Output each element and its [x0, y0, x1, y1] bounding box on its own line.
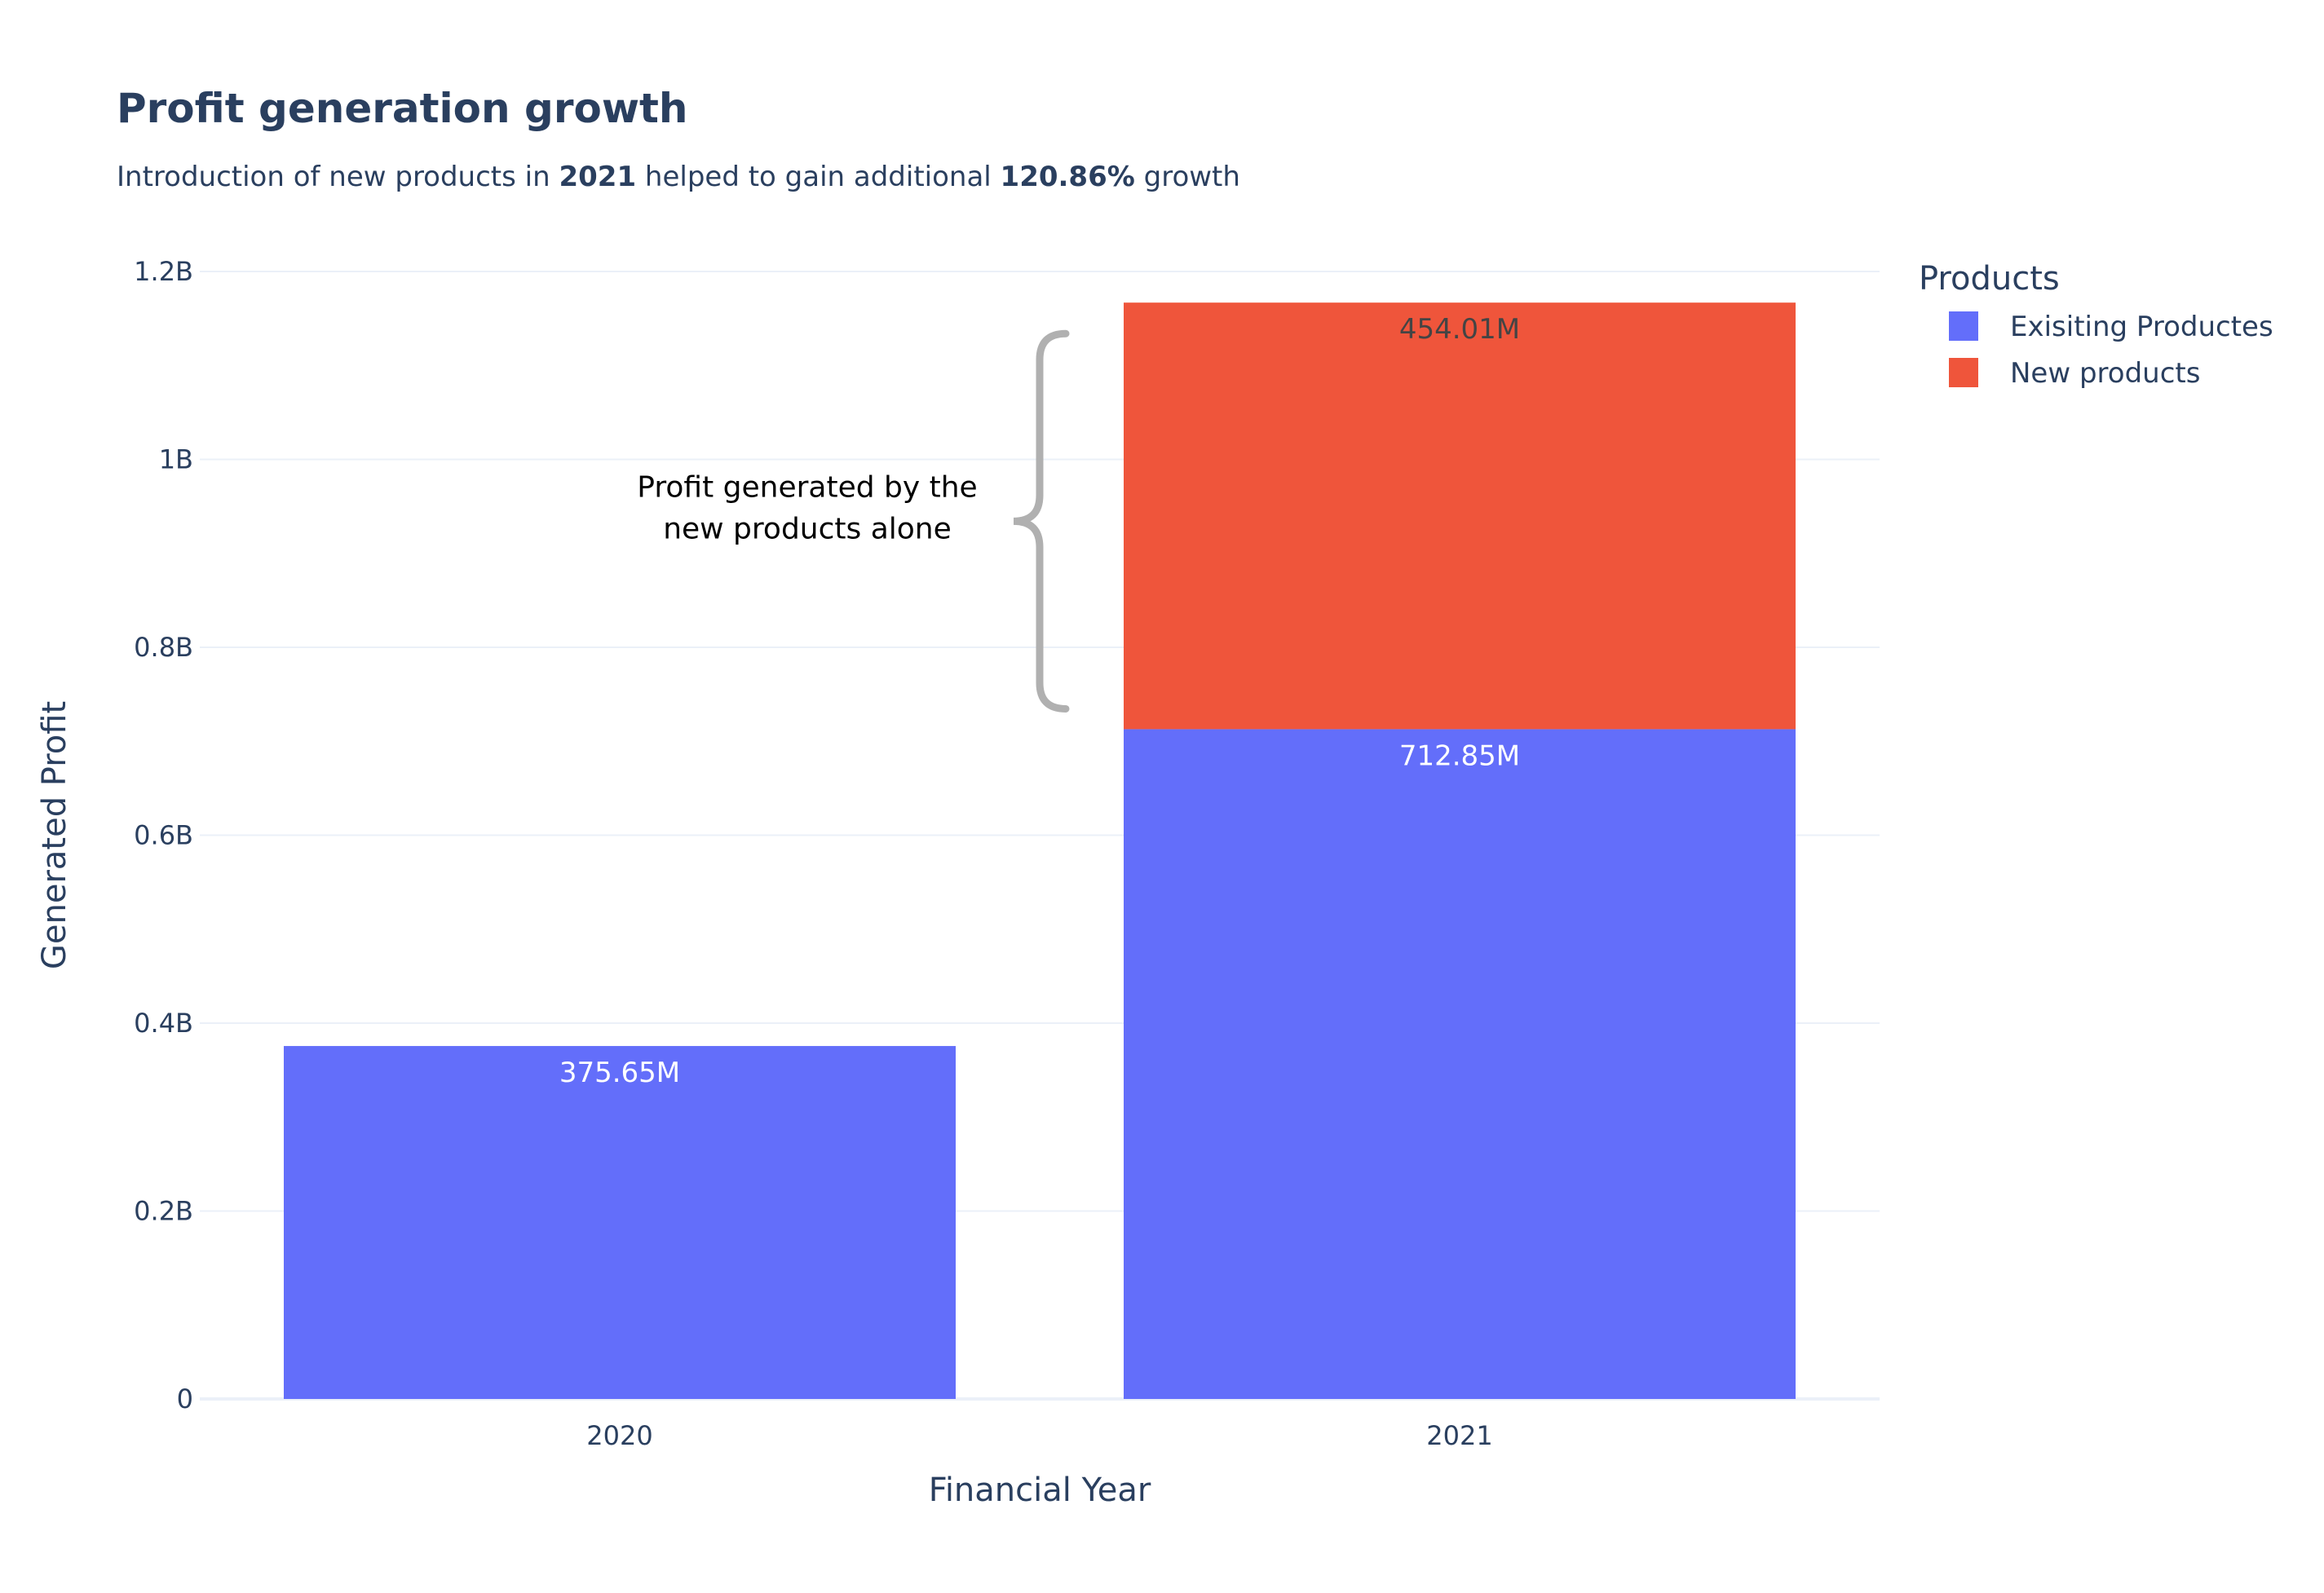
- bar-layer: [284, 302, 1796, 1399]
- legend-swatch: [1949, 358, 1978, 387]
- subtitle-part: 120.86%: [1001, 161, 1135, 193]
- legend: Products Exisiting Productes New products: [1919, 260, 2273, 390]
- bar-exisiting-productes-2021[interactable]: [1124, 729, 1796, 1399]
- annotation-text-line: Profit generated by the: [637, 470, 977, 504]
- subtitle-part: Introduction of new products in: [117, 161, 559, 193]
- y-tick-label: 0.2B: [134, 1196, 193, 1227]
- bar-data-label: 375.65M: [559, 1057, 680, 1089]
- y-axis-title: Generated Profit: [36, 701, 73, 969]
- bar-new-products-2021[interactable]: [1124, 302, 1796, 730]
- legend-label: Exisiting Productes: [2010, 311, 2273, 343]
- annotation-text-line: new products alone: [663, 512, 952, 545]
- annotation-bracket: [1013, 329, 1070, 713]
- x-tick-label: 2021: [1426, 1420, 1492, 1451]
- legend-item-new-products[interactable]: New products: [1949, 357, 2200, 390]
- legend-label: New products: [2010, 357, 2200, 390]
- x-axis-title: Financial Year: [929, 1472, 1151, 1509]
- chart-subtitle: Introduction of new products in 2021 hel…: [117, 161, 1240, 193]
- title-layer: Profit generation growth Introduction of…: [117, 85, 1240, 193]
- y-tick-label: 0: [177, 1383, 193, 1414]
- y-tick-label: 0.4B: [134, 1008, 193, 1039]
- bar-exisiting-productes-2020[interactable]: [284, 1046, 956, 1399]
- subtitle-part: helped to gain additional: [636, 161, 1000, 193]
- x-tick-label: 2020: [586, 1420, 652, 1451]
- bar-data-label: 712.85M: [1399, 739, 1520, 772]
- bar-data-label: 454.01M: [1399, 313, 1520, 346]
- axis-layer: 0 0.2B 0.4B 0.6B 0.8B 1B 1.2B 2020 2021 Financial…: [36, 256, 1493, 1509]
- y-tick-label: 1.2B: [134, 256, 193, 287]
- chart-title: Profit generation growth: [117, 85, 688, 132]
- y-tick-label: 0.8B: [134, 632, 193, 663]
- data-label-layer: 375.65M 712.85M 454.01M: [559, 313, 1520, 1089]
- subtitle-part: growth: [1135, 161, 1240, 193]
- legend-title: Products: [1919, 260, 2060, 298]
- legend-item-exisiting-productes[interactable]: Exisiting Productes: [1949, 311, 2273, 343]
- y-tick-label: 1B: [159, 444, 193, 475]
- y-tick-label: 0.6B: [134, 820, 193, 851]
- subtitle-part: 2021: [559, 161, 636, 193]
- annotation-layer: Profit generated by the new products alon…: [637, 329, 1070, 713]
- legend-swatch: [1949, 311, 1978, 341]
